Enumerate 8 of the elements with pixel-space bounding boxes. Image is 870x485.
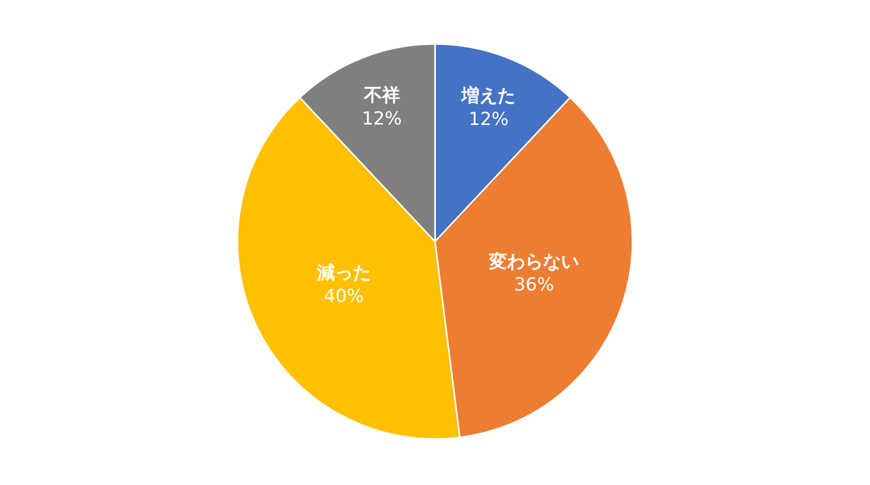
slice-label: 増えた <box>460 84 516 107</box>
data-label: 40% <box>324 286 364 307</box>
data-label: 36% <box>514 274 554 296</box>
slice-label: 減った <box>316 262 371 284</box>
data-label: 12% <box>362 108 402 130</box>
data-label: 12% <box>468 108 509 130</box>
slice-label: 不祥 <box>362 85 400 106</box>
slice-label: 変わらない <box>488 251 580 272</box>
